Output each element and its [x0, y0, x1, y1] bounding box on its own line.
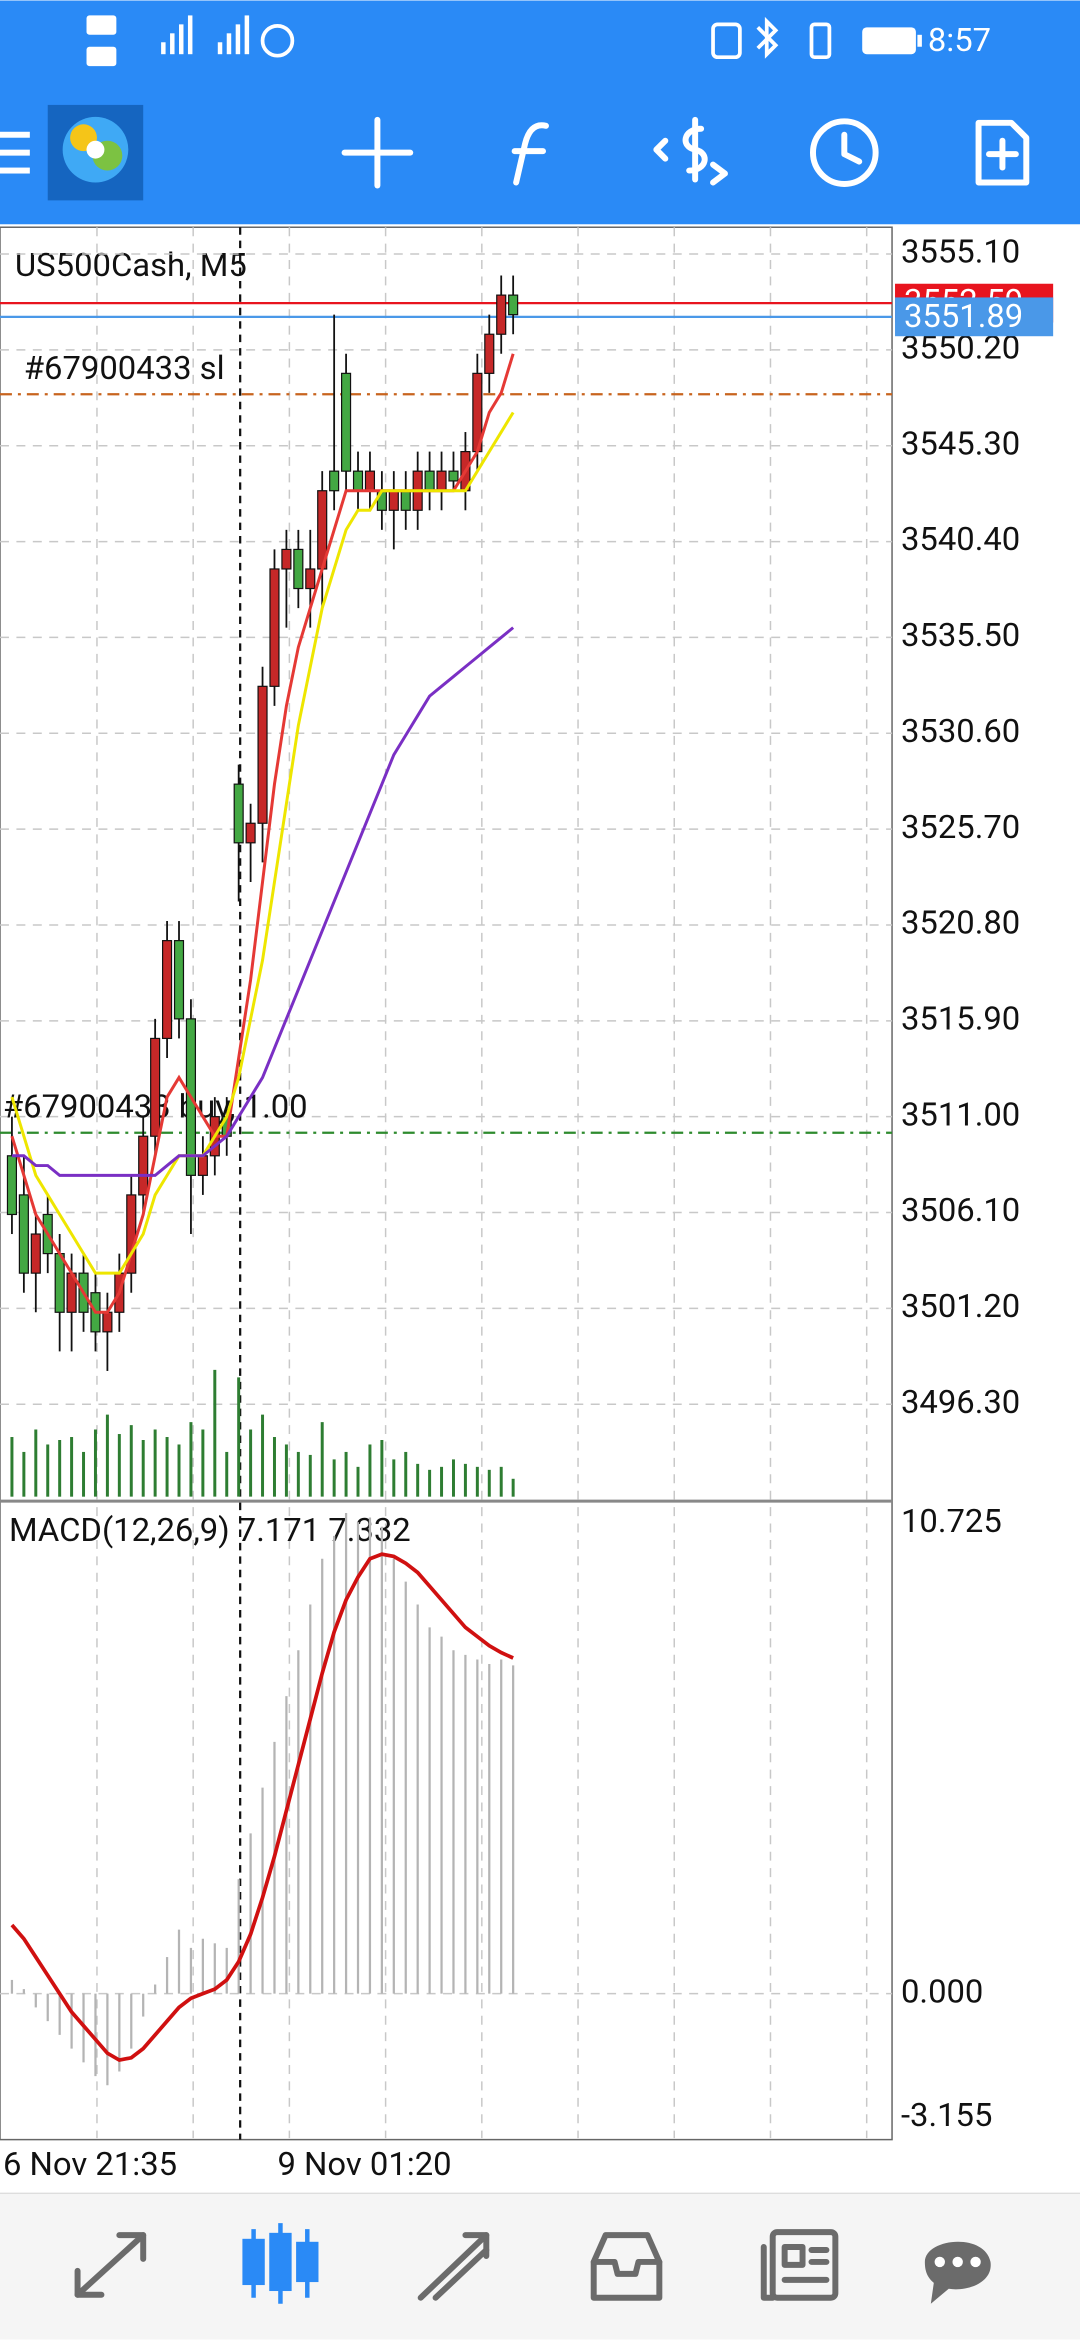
- candle-body: [281, 548, 292, 570]
- x-tick-label: 9 Nov 01:20: [277, 2146, 451, 2184]
- macd-tick-label: 10.725: [901, 1503, 1002, 1541]
- y-tick-label: 3501.20: [901, 1288, 1020, 1326]
- indicators-button[interactable]: [511, 122, 549, 186]
- candle-body: [54, 1252, 65, 1313]
- bid-label: 3551.89: [904, 298, 1023, 336]
- news-tab[interactable]: [760, 2229, 839, 2301]
- candle-body: [257, 685, 268, 824]
- y-tick-label: 3506.10: [901, 1192, 1020, 1230]
- candle-body: [245, 822, 256, 844]
- menu-button[interactable]: [0, 131, 30, 174]
- history-tab[interactable]: [590, 2232, 663, 2301]
- crosshair-button[interactable]: [341, 116, 414, 189]
- x-tick-label: 6 Nov 21:35: [3, 2146, 177, 2184]
- chart-symbol: US500Cash, M5: [15, 247, 247, 285]
- candle-body: [424, 470, 435, 492]
- candle-body: [448, 470, 459, 482]
- candle-body: [400, 490, 411, 511]
- candle-body: [364, 470, 376, 492]
- bid-box: [895, 297, 1054, 337]
- y-tick-label: 3520.80: [901, 905, 1020, 943]
- y-tick-label: 3530.60: [901, 713, 1020, 751]
- macd-tick-label: 0.000: [901, 1973, 983, 2011]
- y-tick-label: 3511.00: [901, 1096, 1020, 1134]
- candle-body: [269, 568, 280, 687]
- trade-tab[interactable]: [417, 2232, 490, 2301]
- template-button[interactable]: [975, 119, 1030, 186]
- chart-tab[interactable]: [242, 2223, 319, 2304]
- quotes-tab[interactable]: [74, 2232, 147, 2298]
- candle-body: [352, 470, 364, 492]
- app-bar: [0, 0, 1080, 225]
- candle-body: [6, 1155, 18, 1216]
- candle-body: [388, 490, 399, 511]
- trade-button[interactable]: [653, 116, 728, 186]
- candle-body: [341, 372, 352, 472]
- candle-body: [162, 940, 173, 1040]
- candle-body: [329, 470, 340, 492]
- y-tick-label: 3515.90: [901, 1000, 1020, 1038]
- y-tick-label: 3535.50: [901, 617, 1020, 655]
- candle-body: [293, 548, 304, 590]
- status-icons: [86, 15, 922, 67]
- macd-label: MACD(12,26,9) 7.171 7.332: [9, 1512, 411, 1550]
- moving-average: [10, 411, 515, 1275]
- status-time: 8:57: [928, 22, 991, 60]
- candle-body: [305, 568, 316, 590]
- candle-body: [233, 783, 244, 844]
- bottom-nav: [0, 2193, 1080, 2340]
- moving-average: [11, 626, 515, 1177]
- y-tick-label: 3540.40: [901, 521, 1020, 559]
- candle-body: [197, 1155, 208, 1176]
- y-tick-label: 3496.30: [901, 1384, 1020, 1422]
- order-label: #67900433 sl: [24, 350, 225, 388]
- y-tick-label: 3545.30: [901, 425, 1020, 463]
- candle-body: [484, 333, 495, 374]
- chat-tab[interactable]: [924, 2241, 991, 2304]
- candle-body: [138, 1135, 149, 1196]
- candle-body: [30, 1233, 41, 1274]
- period-button[interactable]: [810, 118, 879, 187]
- macd-tick-label: -3.155: [901, 2097, 992, 2135]
- time-grid: [96, 227, 868, 2139]
- y-tick-label: 3525.70: [901, 809, 1020, 847]
- candle-body: [508, 294, 519, 316]
- candle-body: [496, 294, 507, 335]
- candle-body: [150, 1037, 161, 1137]
- y-tick-label: 3555.10: [901, 234, 1020, 272]
- candle-body: [436, 470, 447, 492]
- candle-body: [173, 940, 185, 1020]
- candle-body: [18, 1194, 29, 1274]
- macd-signal: [10, 1552, 514, 2063]
- app-icon[interactable]: [47, 104, 144, 201]
- candle-body: [102, 1311, 113, 1333]
- chart-frame: [0, 226, 893, 2141]
